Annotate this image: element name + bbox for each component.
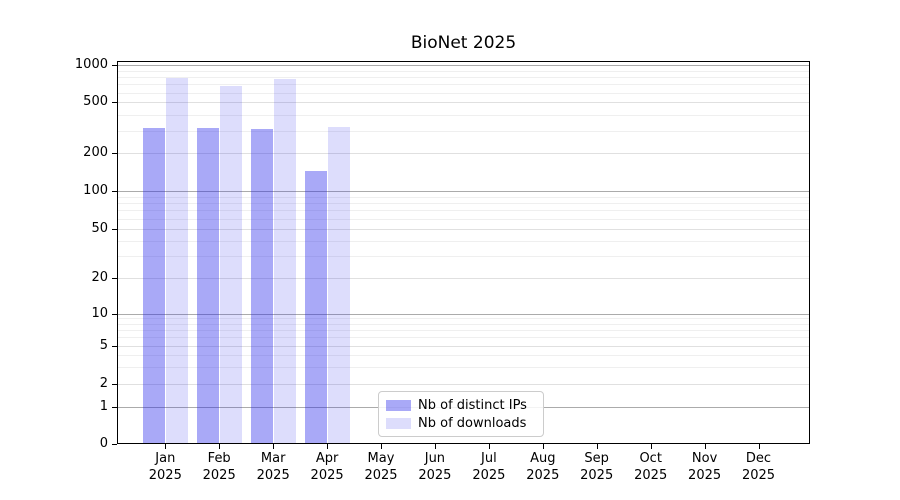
x-tick-label-sep-2025: Sep 2025 bbox=[580, 451, 614, 483]
x-tick-mark-jul-2025 bbox=[488, 444, 490, 449]
bar-nb-of-downloads-mar-2025 bbox=[273, 79, 296, 444]
y-tick-mark-0 bbox=[112, 443, 117, 445]
gridline-8 bbox=[118, 323, 809, 325]
x-tick-mark-nov-2025 bbox=[704, 444, 706, 449]
y-tick-mark-1000 bbox=[112, 65, 117, 67]
legend-label-downloads: Nb of downloads bbox=[418, 415, 527, 431]
bar-nb-of-distinct-ips-feb-2025 bbox=[196, 128, 219, 444]
gridline-2 bbox=[118, 384, 809, 386]
x-tick-label-mar-2025: Mar 2025 bbox=[256, 451, 290, 483]
y-tick-mark-1 bbox=[112, 406, 117, 408]
x-tick-mark-apr-2025 bbox=[327, 444, 329, 449]
y-tick-mark-50 bbox=[112, 228, 117, 230]
x-tick-mark-jan-2025 bbox=[165, 444, 167, 449]
bar-nb-of-downloads-jan-2025 bbox=[165, 77, 188, 444]
legend-item-downloads: Nb of downloads bbox=[386, 415, 535, 433]
y-tick-mark-20 bbox=[112, 277, 117, 279]
chart-title: BioNet 2025 bbox=[410, 33, 517, 53]
x-tick-mark-oct-2025 bbox=[650, 444, 652, 449]
gridline-60 bbox=[118, 218, 809, 220]
gridline-20 bbox=[118, 277, 809, 279]
gridline-6 bbox=[118, 337, 809, 339]
x-tick-label-jan-2025: Jan 2025 bbox=[148, 451, 182, 483]
x-tick-label-nov-2025: Nov 2025 bbox=[688, 451, 722, 483]
gridline-4 bbox=[118, 355, 809, 357]
gridline-50 bbox=[118, 228, 809, 230]
legend-item-distinct-ips: Nb of distinct IPs bbox=[386, 397, 535, 415]
gridline-200 bbox=[118, 152, 809, 154]
gridline-9 bbox=[118, 318, 809, 320]
x-tick-label-dec-2025: Dec 2025 bbox=[741, 451, 776, 483]
y-tick-label-200: 200 bbox=[83, 144, 108, 160]
gridline-70 bbox=[118, 210, 809, 212]
y-tick-label-100: 100 bbox=[83, 182, 108, 198]
gridline-400 bbox=[118, 114, 809, 116]
gridline-30 bbox=[118, 256, 809, 258]
legend-swatch-downloads bbox=[386, 417, 411, 429]
gridline-300 bbox=[118, 130, 809, 132]
y-tick-mark-2 bbox=[112, 384, 117, 386]
gridline-600 bbox=[118, 92, 809, 94]
gridline-100 bbox=[118, 190, 809, 192]
legend: Nb of distinct IPs Nb of downloads bbox=[378, 391, 544, 437]
gridline-500 bbox=[118, 102, 809, 104]
y-tick-label-20: 20 bbox=[91, 269, 108, 285]
legend-label-distinct-ips: Nb of distinct IPs bbox=[418, 398, 527, 414]
y-tick-mark-10 bbox=[112, 313, 117, 315]
x-tick-mark-aug-2025 bbox=[542, 444, 544, 449]
bar-nb-of-distinct-ips-apr-2025 bbox=[304, 171, 327, 444]
bar-nb-of-distinct-ips-mar-2025 bbox=[250, 129, 273, 444]
bar-nb-of-downloads-apr-2025 bbox=[327, 126, 350, 444]
bar-nb-of-downloads-feb-2025 bbox=[219, 86, 242, 444]
gridline-3 bbox=[118, 367, 809, 369]
gridline-5 bbox=[118, 345, 809, 347]
gridline-80 bbox=[118, 203, 809, 204]
y-tick-mark-5 bbox=[112, 345, 117, 347]
gridline-700 bbox=[118, 84, 809, 86]
x-tick-label-apr-2025: Apr 2025 bbox=[310, 451, 344, 483]
x-tick-label-jun-2025: Jun 2025 bbox=[418, 451, 452, 483]
gridline-800 bbox=[118, 77, 809, 79]
gridline-7 bbox=[118, 330, 809, 332]
legend-swatch-distinct-ips bbox=[386, 400, 411, 412]
x-tick-mark-dec-2025 bbox=[758, 444, 760, 449]
gridline-1000 bbox=[118, 65, 809, 67]
x-tick-label-aug-2025: Aug 2025 bbox=[526, 451, 560, 483]
x-tick-mark-mar-2025 bbox=[273, 444, 275, 449]
y-tick-label-10: 10 bbox=[91, 305, 108, 321]
x-tick-mark-jun-2025 bbox=[434, 444, 436, 449]
x-tick-mark-sep-2025 bbox=[596, 444, 598, 449]
y-tick-label-0: 0 bbox=[99, 435, 108, 451]
gridline-900 bbox=[118, 70, 809, 72]
x-tick-label-may-2025: May 2025 bbox=[364, 451, 398, 483]
x-tick-label-feb-2025: Feb 2025 bbox=[202, 451, 236, 483]
x-tick-label-oct-2025: Oct 2025 bbox=[634, 451, 668, 483]
y-tick-mark-500 bbox=[112, 102, 117, 104]
gridline-40 bbox=[118, 240, 809, 242]
y-tick-label-500: 500 bbox=[83, 94, 108, 110]
bar-nb-of-distinct-ips-jan-2025 bbox=[142, 127, 165, 444]
y-tick-label-2: 2 bbox=[99, 376, 108, 392]
x-tick-label-jul-2025: Jul 2025 bbox=[472, 451, 506, 483]
x-tick-mark-feb-2025 bbox=[219, 444, 221, 449]
x-tick-mark-may-2025 bbox=[381, 444, 382, 449]
gridline-90 bbox=[118, 196, 809, 198]
y-tick-label-1: 1 bbox=[99, 398, 108, 414]
y-tick-label-1000: 1000 bbox=[74, 57, 108, 73]
y-tick-mark-200 bbox=[112, 152, 117, 154]
y-tick-mark-100 bbox=[112, 190, 117, 192]
y-tick-label-50: 50 bbox=[91, 220, 108, 236]
gridline-10 bbox=[118, 313, 809, 315]
y-tick-label-5: 5 bbox=[99, 337, 108, 353]
